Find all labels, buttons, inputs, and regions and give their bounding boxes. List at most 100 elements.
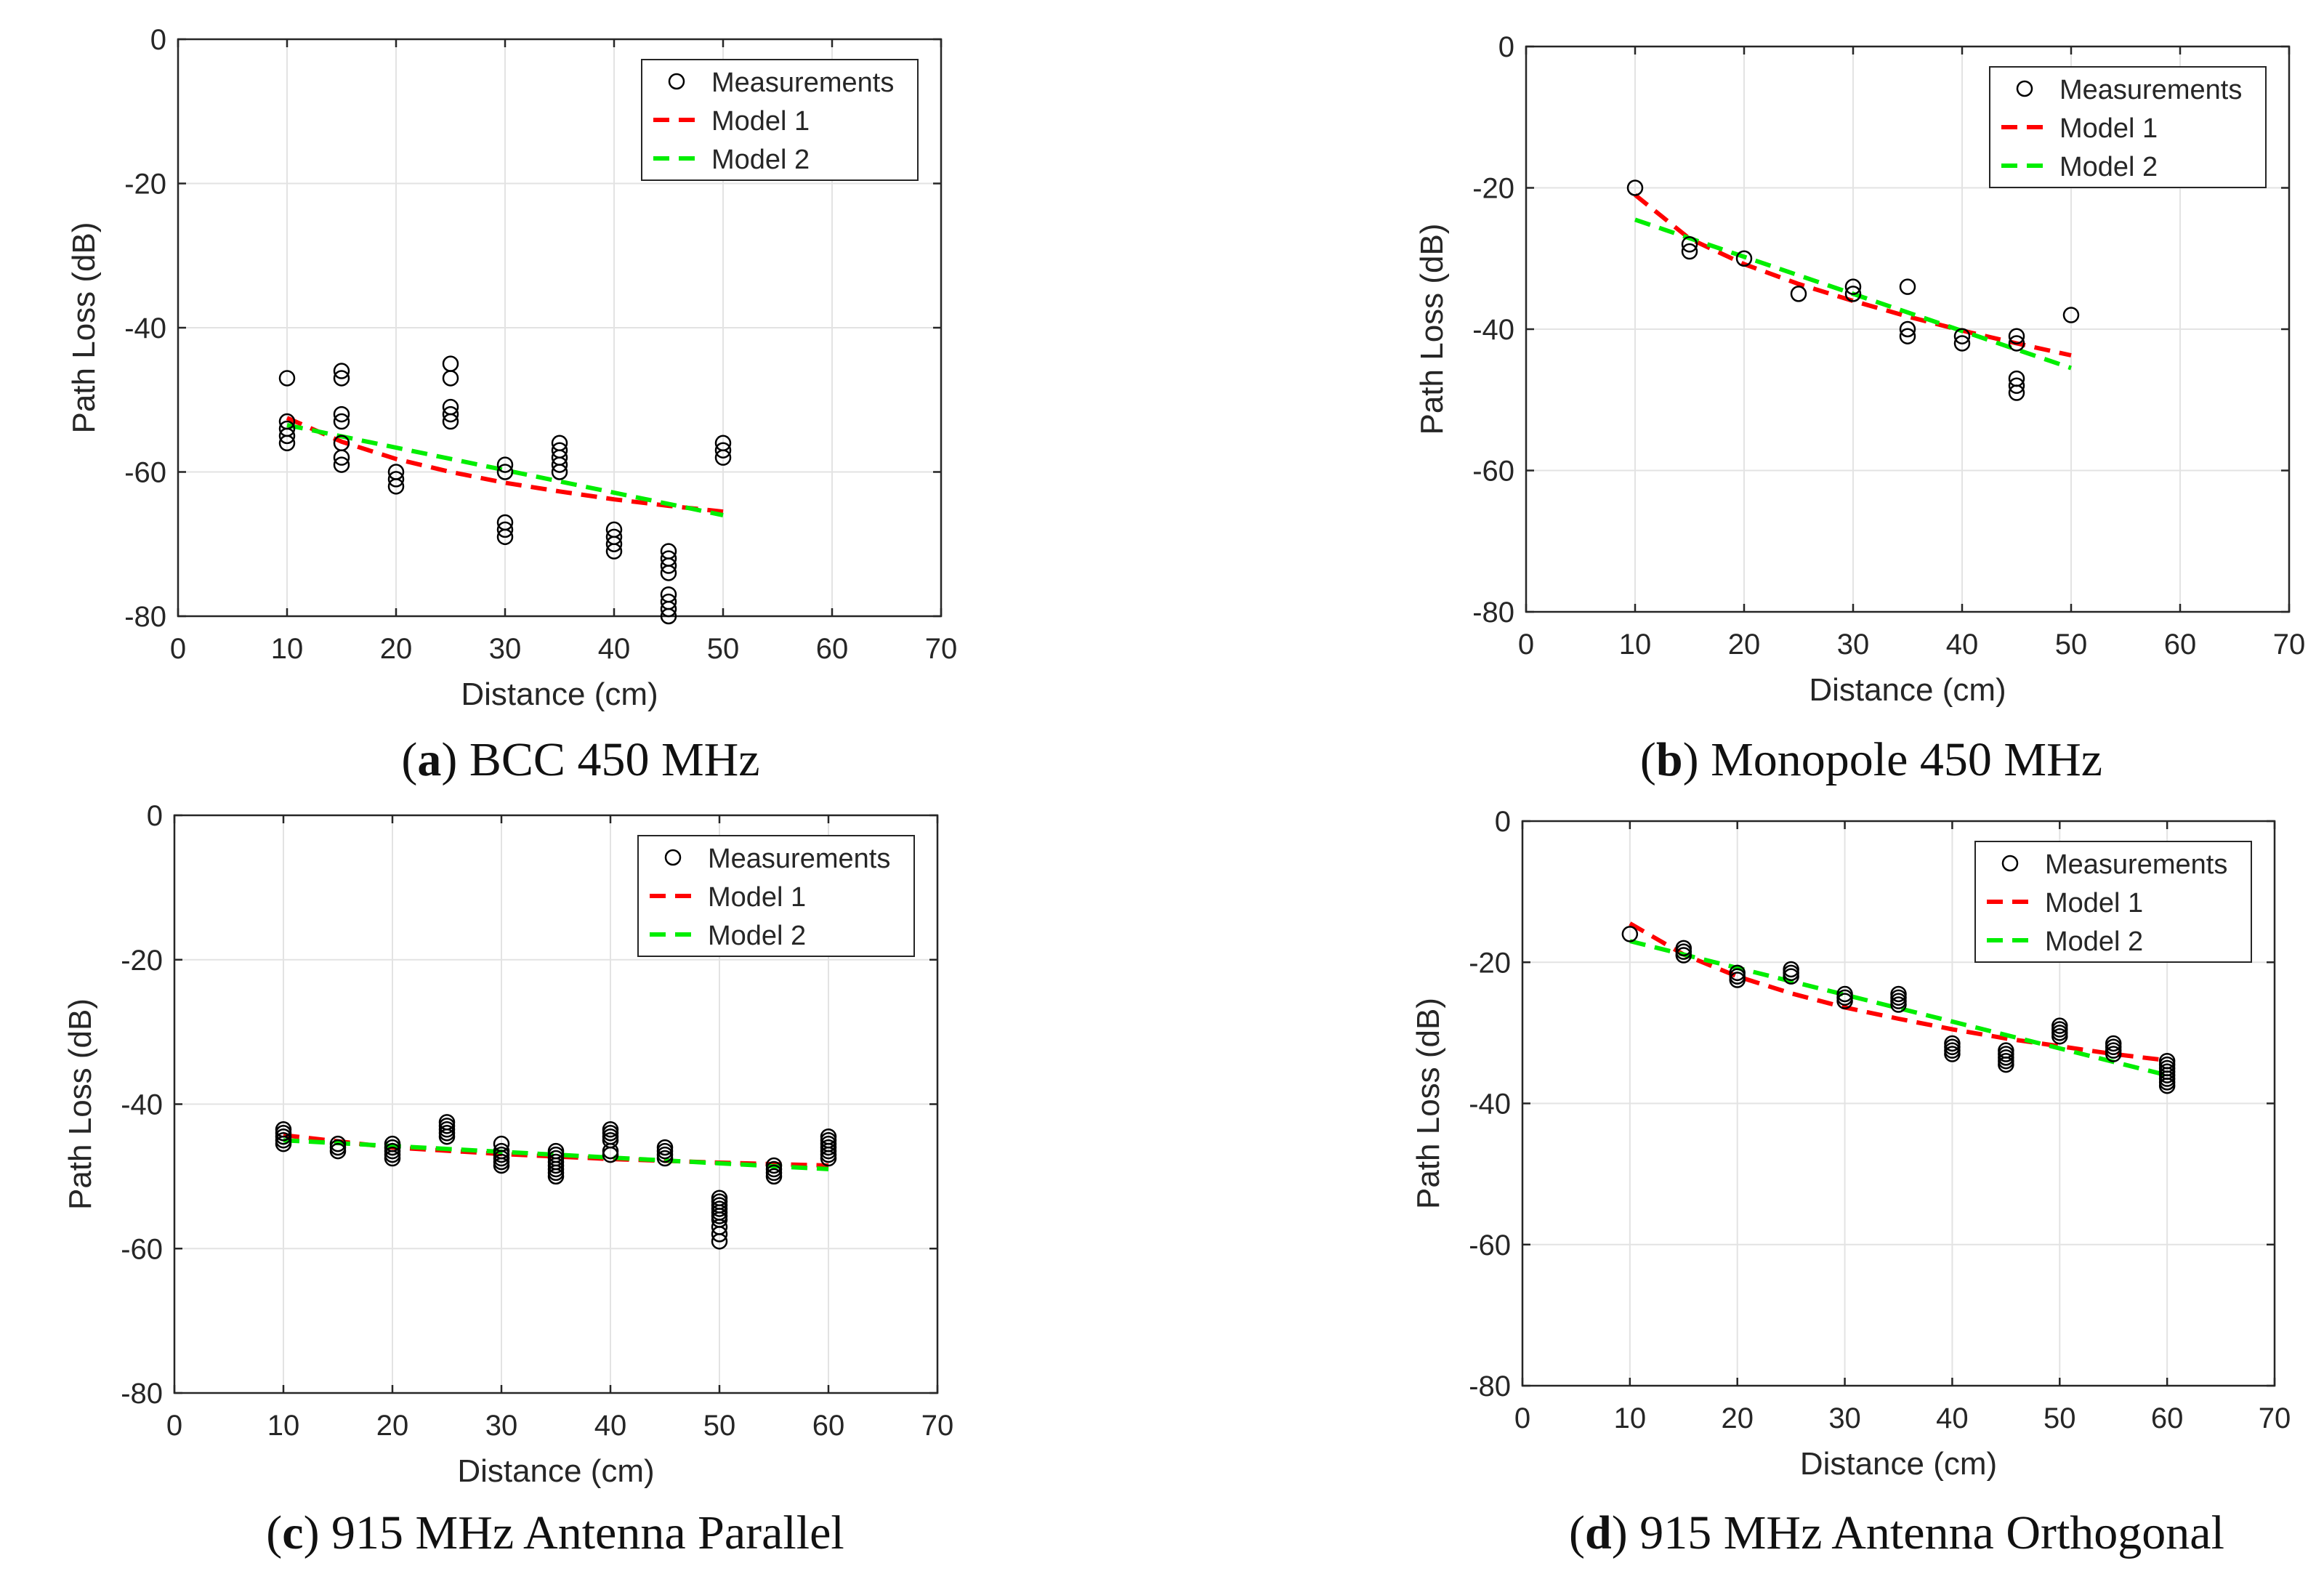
- measurement-point: [496, 464, 514, 480]
- legend-label: Measurements: [708, 844, 890, 874]
- model-1-line: [286, 416, 724, 514]
- x-tick-label: 0: [1518, 629, 1534, 661]
- x-tick-label: 60: [2151, 1402, 2184, 1434]
- measurement-point: [333, 405, 350, 423]
- measurement-point: [2158, 1077, 2176, 1094]
- x-tick-label: 20: [380, 633, 413, 665]
- measurement-point: [1899, 328, 1916, 344]
- measurement-point: [711, 1226, 728, 1243]
- measurement-point: [1735, 250, 1753, 267]
- legend: Measurements Model 1 Model 2: [641, 59, 919, 181]
- caption-a: (a) BCC 450 MHz: [401, 733, 760, 786]
- x-tick-label: 60: [2164, 629, 2197, 661]
- x-tick-label: 20: [1728, 629, 1761, 661]
- x-tick-label: 50: [2043, 1402, 2076, 1434]
- y-tick-label: -40: [124, 312, 166, 344]
- x-tick-label: 10: [267, 1410, 300, 1442]
- measurement-point: [2051, 1027, 2068, 1045]
- measurement-point: [2008, 377, 2025, 395]
- measurement-point: [278, 427, 296, 445]
- x-axis-label: Distance (cm): [1809, 672, 2006, 708]
- x-tick-label: 30: [1828, 1402, 1861, 1434]
- measurement-point: [1899, 320, 1916, 338]
- measurement-point: [551, 464, 568, 480]
- measurement-point: [1836, 993, 1853, 1009]
- x-tick-label: 50: [707, 633, 740, 665]
- x-tick-label: 30: [1837, 629, 1870, 661]
- legend-marker-measurements: [2001, 855, 2019, 872]
- legend-marker-measurements: [668, 73, 685, 90]
- y-tick-label: -20: [124, 169, 166, 201]
- y-tick-label: 0: [147, 800, 163, 832]
- caption-a-text: BCC 450 MHz: [457, 733, 760, 786]
- measurement-point: [1729, 972, 1746, 988]
- y-axis-label: Path Loss (dB): [66, 222, 102, 433]
- y-tick-label: -20: [1472, 173, 1514, 205]
- measurement-point: [1681, 236, 1698, 253]
- caption-b-text: Monopole 450 MHz: [1698, 733, 2103, 786]
- measurement-point: [442, 370, 459, 387]
- measurement-point: [2008, 384, 2025, 401]
- measurement-point: [2008, 328, 2025, 344]
- y-axis-label: Path Loss (dB): [1411, 998, 1446, 1209]
- x-axis-label: Distance (cm): [1800, 1446, 1997, 1482]
- legend-label: Model 2: [711, 145, 810, 175]
- measurement-point: [278, 435, 296, 452]
- measurement-point: [442, 405, 459, 423]
- legend-marker-measurements: [2016, 80, 2033, 97]
- x-axis-label: Distance (cm): [461, 677, 658, 712]
- measurement-point: [660, 607, 677, 625]
- y-tick-label: 0: [150, 24, 166, 56]
- x-tick-label: 30: [485, 1410, 518, 1442]
- x-tick-label: 0: [1514, 1402, 1530, 1434]
- measurement-point: [333, 449, 350, 466]
- model-2-line: [286, 423, 724, 517]
- legend-label: Model 1: [2045, 888, 2143, 918]
- measurement-point: [656, 1150, 674, 1167]
- legend-label: Measurements: [2059, 75, 2242, 105]
- x-tick-label: 0: [166, 1410, 182, 1442]
- measurement-point: [329, 1142, 347, 1160]
- measurement-point: [605, 536, 623, 552]
- measurement-point: [660, 565, 677, 581]
- model-2-line: [1629, 939, 2168, 1078]
- y-tick-label: -20: [121, 945, 163, 977]
- measurement-point: [496, 456, 514, 473]
- x-tick-label: 40: [598, 633, 631, 665]
- measurement-point: [1675, 947, 1692, 964]
- caption-c-text: 915 MHz Antenna Parallel: [319, 1506, 844, 1559]
- measurement-point: [1790, 286, 1807, 302]
- chart-c: 0 10 20 30 40 50 60 70 0 -20 -40 -60 -80 Distance (cm…: [62, 800, 953, 1489]
- legend: Measurements Model 1 Model 2: [1974, 841, 2252, 963]
- measurement-point: [551, 456, 568, 473]
- x-tick-label: 70: [921, 1410, 954, 1442]
- legend-label: Model 2: [708, 921, 806, 951]
- legend-marker-measurements: [664, 849, 682, 866]
- caption-b-letter: b: [1655, 733, 1683, 786]
- measurement-point: [493, 1157, 510, 1174]
- legend-label: Model 1: [711, 106, 810, 137]
- y-tick-label: -80: [1472, 597, 1514, 629]
- y-tick-label: -80: [124, 601, 166, 633]
- x-tick-label: 30: [489, 633, 522, 665]
- measurement-point: [602, 1146, 619, 1163]
- y-axis-label: Path Loss (dB): [62, 998, 98, 1210]
- measurement-point: [387, 478, 405, 495]
- legend-label: Measurements: [2045, 849, 2227, 880]
- measurement-point: [765, 1168, 783, 1185]
- measurement-point: [660, 600, 677, 618]
- measurement-point: [275, 1135, 292, 1152]
- chart-b: 0 10 20 30 40 50 60 70 0 -20 -40 -60 -80 Distance (cm…: [1414, 31, 2305, 708]
- measurement-point: [2008, 335, 2025, 352]
- measurement-point: [1998, 1056, 2014, 1073]
- y-axis-label: Path Loss (dB): [1414, 223, 1450, 435]
- x-tick-label: 70: [2273, 629, 2306, 661]
- measurement-point: [1681, 243, 1698, 260]
- x-tick-label: 40: [1946, 629, 1979, 661]
- legend-label: Model 1: [2059, 113, 2158, 144]
- x-tick-label: 40: [594, 1410, 627, 1442]
- y-tick-label: -40: [1472, 314, 1514, 346]
- x-tick-label: 50: [2055, 629, 2088, 661]
- measurement-point: [278, 370, 296, 387]
- measurement-point: [1890, 996, 1907, 1013]
